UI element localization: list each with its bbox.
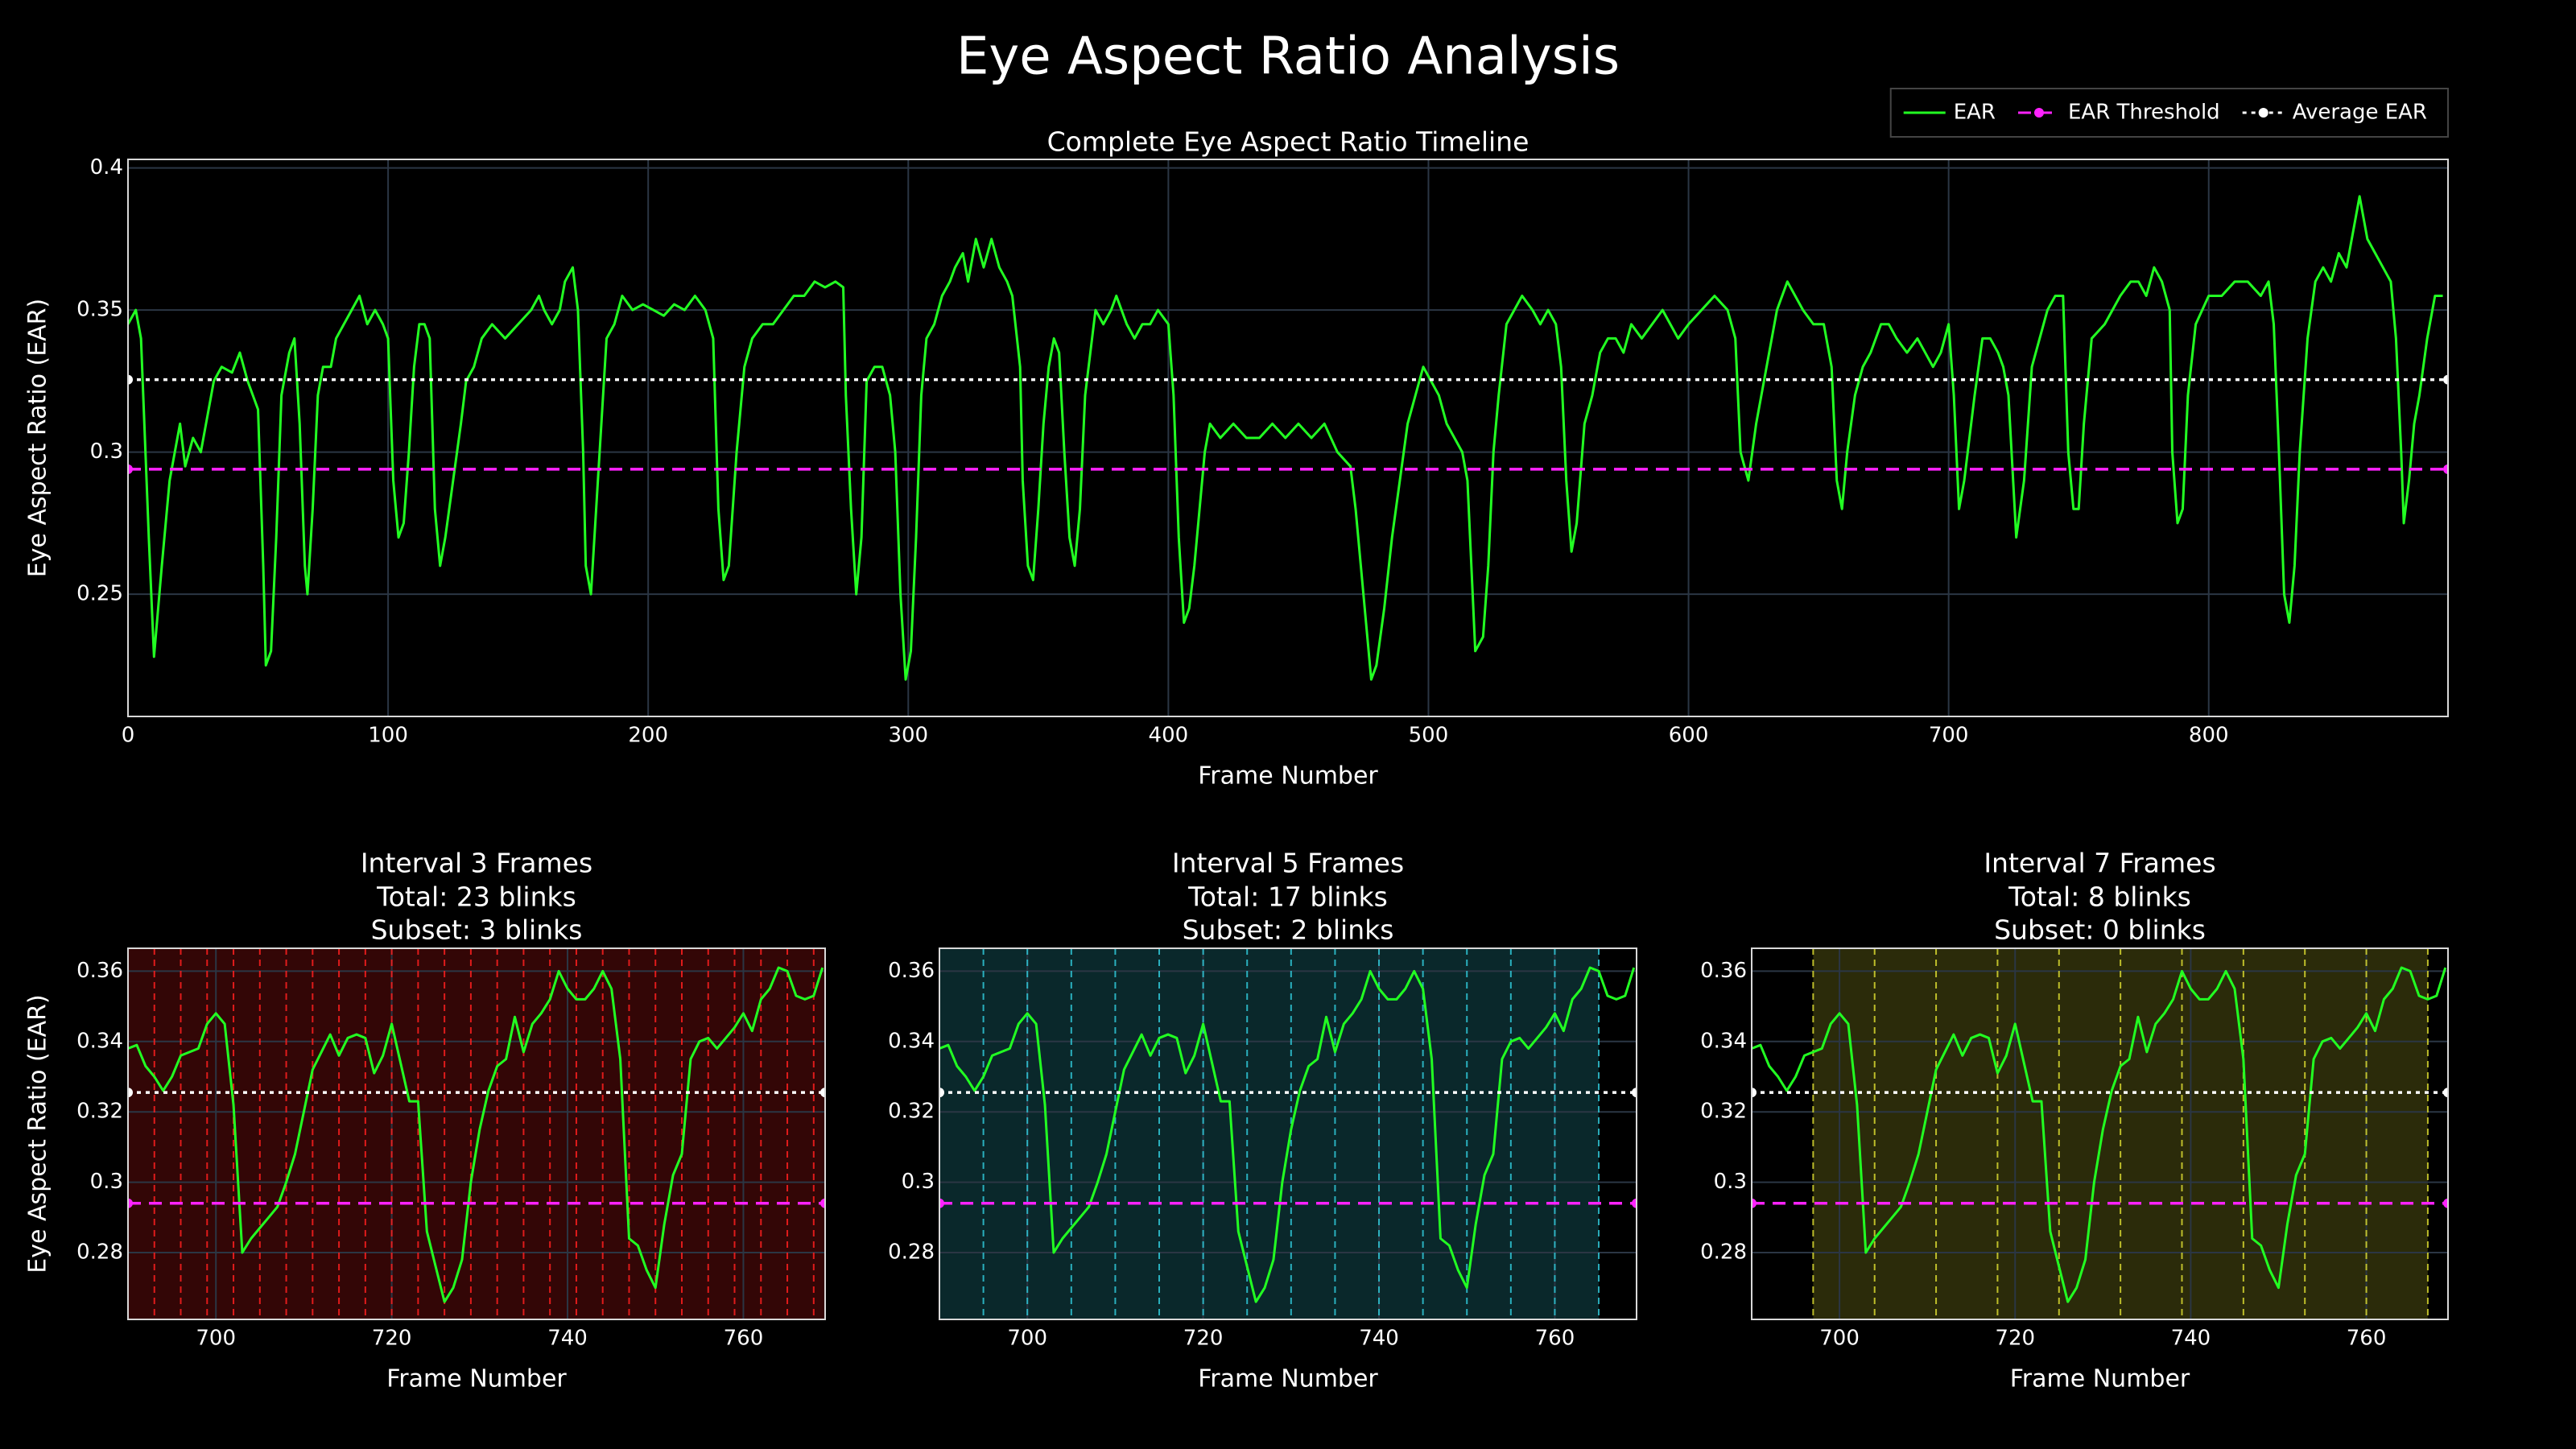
x-tick-label: 700 xyxy=(196,1327,236,1351)
x-tick-label: 600 xyxy=(1669,724,1709,748)
y-tick-label: 0.25 xyxy=(76,582,123,606)
plot-area xyxy=(128,948,825,1319)
x-tick-label: 760 xyxy=(724,1327,764,1351)
plot-border xyxy=(127,159,2449,717)
line-end-marker xyxy=(1632,1198,1637,1208)
x-tick-label: 740 xyxy=(1359,1327,1399,1351)
x-tick-label: 740 xyxy=(547,1327,588,1351)
y-tick-label: 0.3 xyxy=(1714,1170,1747,1194)
series-line xyxy=(939,966,1636,1303)
line-end-marker xyxy=(1752,1088,1757,1098)
legend-label: Average EAR xyxy=(2293,101,2427,125)
x-tick-label: 720 xyxy=(1183,1327,1224,1351)
y-tick-label: 0.28 xyxy=(76,1240,123,1264)
line-end-marker xyxy=(939,1198,944,1208)
legend-marker xyxy=(2034,108,2044,118)
series-line xyxy=(128,966,824,1303)
y-tick-label: 0.32 xyxy=(1700,1100,1747,1124)
legend-label: EAR xyxy=(1954,101,1996,125)
line-end-marker xyxy=(128,1088,133,1098)
chart-title: Interval 5 Frames xyxy=(1172,848,1404,879)
line-end-marker xyxy=(2443,464,2448,474)
x-tick-label: 700 xyxy=(1007,1327,1047,1351)
y-tick-label: 0.36 xyxy=(76,959,123,983)
line-end-marker xyxy=(128,464,133,474)
plot-border xyxy=(127,947,826,1320)
chart-subtitle: Total: 23 blinks xyxy=(376,881,576,913)
line-end-marker xyxy=(1632,1088,1637,1098)
line-end-marker xyxy=(128,1198,133,1208)
line-end-marker xyxy=(2443,374,2448,385)
y-tick-label: 0.36 xyxy=(888,959,935,983)
y-tick-label: 0.36 xyxy=(1700,959,1747,983)
x-tick-label: 720 xyxy=(372,1327,412,1351)
y-axis-label: Eye Aspect Ratio (EAR) xyxy=(24,994,52,1273)
y-tick-label: 0.32 xyxy=(76,1100,123,1124)
chart-subtitle: Total: 17 blinks xyxy=(1187,881,1388,913)
x-tick-label: 760 xyxy=(2347,1327,2387,1351)
chart-subtitle: Subset: 3 blinks xyxy=(371,914,583,946)
plot-border xyxy=(939,947,1637,1320)
line-end-marker xyxy=(128,374,133,385)
x-tick-label: 400 xyxy=(1149,724,1189,748)
y-tick-label: 0.35 xyxy=(76,298,123,322)
series-line xyxy=(128,195,2443,681)
chart-title: Complete Eye Aspect Ratio Timeline xyxy=(1047,126,1530,158)
legend-label: EAR Threshold xyxy=(2068,101,2220,125)
y-tick-label: 0.3 xyxy=(90,1170,123,1194)
y-tick-label: 0.3 xyxy=(902,1170,935,1194)
x-tick-label: 200 xyxy=(628,724,668,748)
x-tick-label: 760 xyxy=(1535,1327,1575,1351)
plot-area xyxy=(128,159,2448,716)
legend-marker xyxy=(2258,108,2268,118)
x-axis-label: Frame Number xyxy=(386,1365,567,1393)
line-end-marker xyxy=(2443,1088,2448,1098)
y-tick-label: 0.34 xyxy=(1700,1029,1747,1053)
chart-subtitle: Subset: 0 blinks xyxy=(1994,914,2206,946)
plot-border xyxy=(1751,947,2449,1320)
line-end-marker xyxy=(820,1198,825,1208)
y-tick-label: 0.28 xyxy=(888,1240,935,1264)
legend-box xyxy=(1889,88,2449,138)
y-axis-label: Eye Aspect Ratio (EAR) xyxy=(24,299,52,577)
x-tick-label: 740 xyxy=(2171,1327,2211,1351)
plot-area xyxy=(1752,948,2448,1319)
interval-shade xyxy=(939,948,1600,1319)
x-tick-label: 700 xyxy=(1929,724,1969,748)
x-tick-label: 0 xyxy=(122,724,135,748)
line-end-marker xyxy=(820,1088,825,1098)
x-tick-label: 800 xyxy=(2189,724,2229,748)
chart-subtitle: Total: 8 blinks xyxy=(2008,881,2191,913)
x-axis-label: Frame Number xyxy=(1198,762,1378,791)
x-tick-label: 720 xyxy=(1995,1327,2035,1351)
y-tick-label: 0.34 xyxy=(888,1029,935,1053)
x-axis-label: Frame Number xyxy=(1198,1365,1378,1393)
x-tick-label: 300 xyxy=(888,724,928,748)
y-tick-label: 0.34 xyxy=(76,1029,123,1053)
x-tick-label: 100 xyxy=(368,724,408,748)
legend: EAR EAR Threshold Average EAR xyxy=(1889,88,2449,138)
line-end-marker xyxy=(1752,1198,1757,1208)
y-tick-label: 0.28 xyxy=(1700,1240,1747,1264)
y-tick-label: 0.4 xyxy=(90,155,123,180)
figure-title: Eye Aspect Ratio Analysis xyxy=(956,27,1620,87)
chart-subtitle: Subset: 2 blinks xyxy=(1183,914,1394,946)
series-line xyxy=(1752,966,2447,1303)
chart-title: Interval 7 Frames xyxy=(1984,848,2215,879)
interval-shade xyxy=(128,948,825,1319)
x-tick-label: 700 xyxy=(1819,1327,1860,1351)
x-tick-label: 500 xyxy=(1409,724,1449,748)
line-end-marker xyxy=(2443,1198,2448,1208)
y-tick-label: 0.3 xyxy=(90,440,123,464)
line-end-marker xyxy=(939,1088,944,1098)
x-axis-label: Frame Number xyxy=(2010,1365,2190,1393)
y-tick-label: 0.32 xyxy=(888,1100,935,1124)
plot-area xyxy=(939,948,1637,1319)
chart-title: Interval 3 Frames xyxy=(361,848,592,879)
